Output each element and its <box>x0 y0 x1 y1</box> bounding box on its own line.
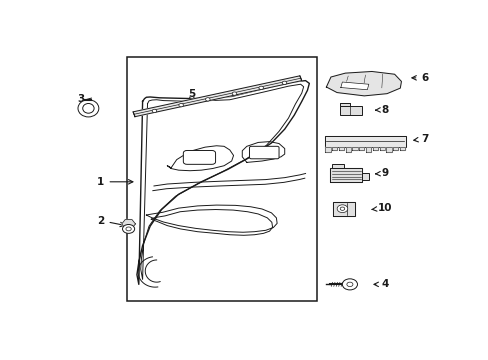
Bar <box>127 57 316 301</box>
Circle shape <box>342 279 357 290</box>
Text: 1: 1 <box>97 177 133 187</box>
Polygon shape <box>324 136 405 147</box>
Polygon shape <box>338 147 344 150</box>
Polygon shape <box>329 168 362 183</box>
Polygon shape <box>326 72 401 96</box>
Text: 7: 7 <box>413 134 428 144</box>
Circle shape <box>340 207 344 210</box>
Circle shape <box>179 103 183 107</box>
Ellipse shape <box>78 100 99 117</box>
Polygon shape <box>352 147 357 150</box>
Polygon shape <box>359 147 364 150</box>
Circle shape <box>232 92 236 95</box>
Circle shape <box>205 98 210 101</box>
Text: 8: 8 <box>375 105 388 115</box>
Circle shape <box>122 225 134 233</box>
Circle shape <box>258 86 263 90</box>
Polygon shape <box>399 147 405 150</box>
Text: 2: 2 <box>97 216 124 227</box>
Text: 4: 4 <box>373 279 388 289</box>
FancyBboxPatch shape <box>183 150 215 164</box>
Bar <box>331 164 343 168</box>
Circle shape <box>126 227 131 231</box>
Polygon shape <box>372 147 377 150</box>
Circle shape <box>152 109 157 113</box>
Polygon shape <box>365 147 370 152</box>
Circle shape <box>346 282 352 287</box>
Circle shape <box>282 81 286 85</box>
Polygon shape <box>331 147 337 150</box>
FancyBboxPatch shape <box>249 146 279 159</box>
Polygon shape <box>332 202 354 216</box>
Text: 6: 6 <box>411 73 427 83</box>
Ellipse shape <box>82 103 94 113</box>
Text: 10: 10 <box>371 203 391 213</box>
Polygon shape <box>340 82 368 90</box>
Bar <box>362 174 368 180</box>
Polygon shape <box>133 76 301 117</box>
Polygon shape <box>122 220 135 228</box>
Polygon shape <box>325 147 330 152</box>
Bar <box>339 107 361 115</box>
Polygon shape <box>386 147 391 152</box>
Polygon shape <box>345 147 350 152</box>
Text: 5: 5 <box>188 90 195 102</box>
Bar <box>340 103 349 107</box>
Polygon shape <box>392 147 398 150</box>
Circle shape <box>336 205 347 213</box>
Polygon shape <box>379 147 384 150</box>
Text: 9: 9 <box>375 168 388 179</box>
Text: 3: 3 <box>77 94 87 105</box>
